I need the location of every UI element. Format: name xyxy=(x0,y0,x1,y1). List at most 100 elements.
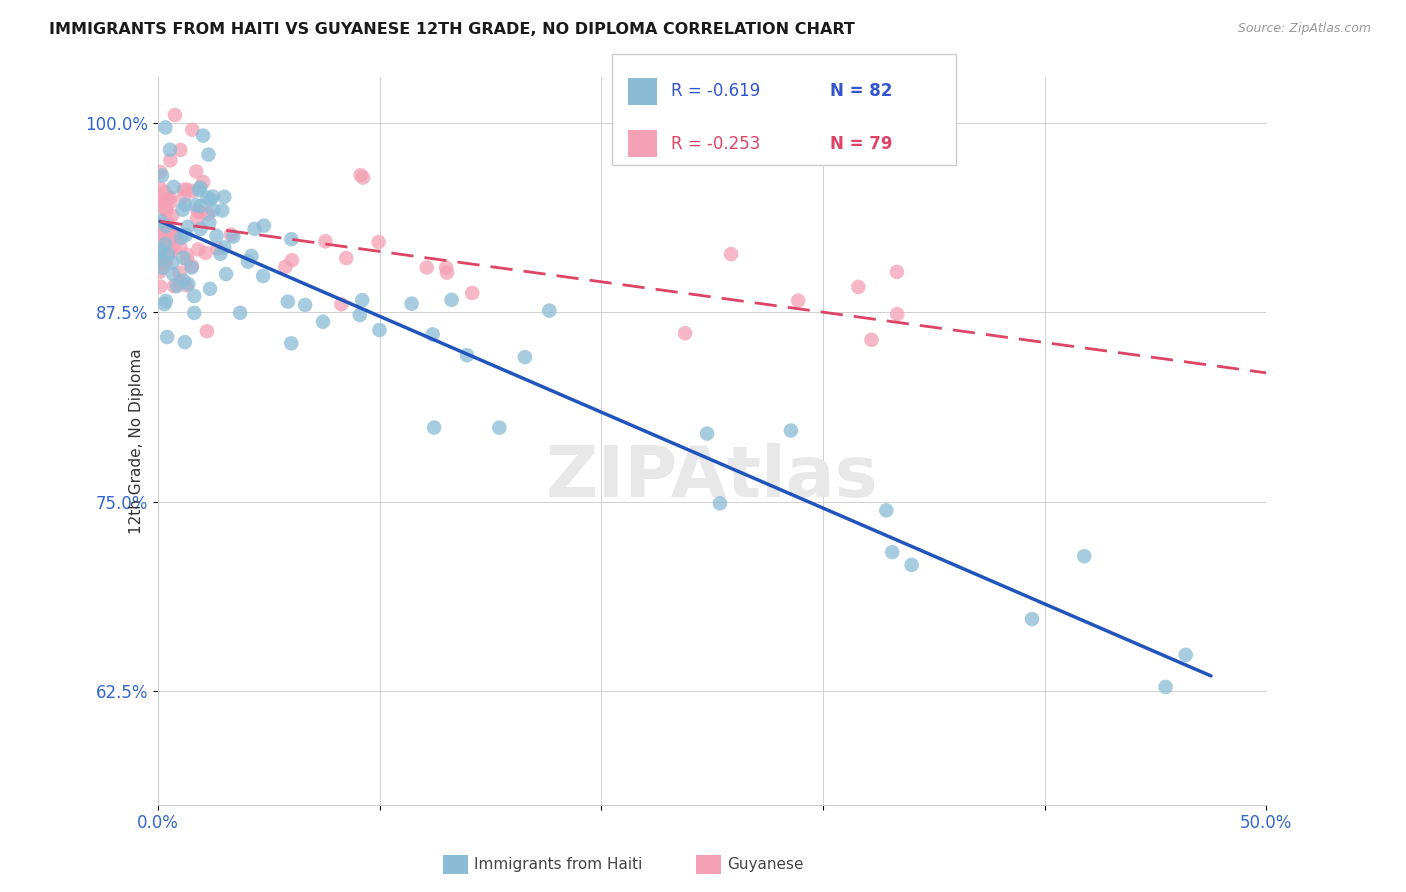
Text: Immigrants from Haiti: Immigrants from Haiti xyxy=(474,857,643,871)
Point xyxy=(184,198,207,212)
Point xyxy=(149,165,172,179)
Point xyxy=(188,199,211,213)
Point xyxy=(212,240,235,254)
Point xyxy=(155,255,177,269)
Point xyxy=(461,285,484,300)
Point xyxy=(172,202,194,217)
Point xyxy=(150,169,173,183)
Point xyxy=(214,190,236,204)
Point xyxy=(209,247,232,261)
Point xyxy=(153,252,176,267)
Point xyxy=(153,256,176,270)
Point xyxy=(253,219,276,233)
Point xyxy=(159,143,181,157)
Point xyxy=(188,205,211,219)
Point xyxy=(900,558,922,572)
Point xyxy=(229,306,252,320)
Point xyxy=(886,265,908,279)
Point xyxy=(280,336,302,351)
Point xyxy=(150,257,173,271)
Point xyxy=(152,260,174,275)
Point xyxy=(205,228,228,243)
Point xyxy=(155,202,177,216)
Point xyxy=(188,180,211,194)
Point xyxy=(422,327,444,342)
Point xyxy=(186,211,208,226)
Point xyxy=(160,209,183,223)
Point xyxy=(415,260,437,275)
Point xyxy=(159,191,181,205)
Y-axis label: 12th Grade, No Diploma: 12th Grade, No Diploma xyxy=(129,348,145,534)
Point xyxy=(163,227,186,242)
Point xyxy=(153,232,176,246)
Point xyxy=(176,252,198,267)
Point xyxy=(150,218,173,232)
Point xyxy=(201,189,224,203)
Point xyxy=(163,108,186,122)
Point xyxy=(193,175,215,189)
Point xyxy=(155,219,177,233)
Point xyxy=(401,296,423,310)
Point xyxy=(875,503,897,517)
Point xyxy=(181,259,204,273)
Point xyxy=(195,190,218,204)
Point xyxy=(152,194,174,209)
Text: ZIPAtlas: ZIPAtlas xyxy=(546,443,879,512)
Point xyxy=(191,128,214,143)
Point xyxy=(846,280,869,294)
Point xyxy=(1154,680,1177,694)
Point xyxy=(155,293,177,308)
Point xyxy=(335,251,357,265)
Point xyxy=(149,279,172,293)
Point xyxy=(187,243,209,257)
Point xyxy=(156,330,179,344)
Point xyxy=(294,298,316,312)
Point xyxy=(886,307,908,321)
Point xyxy=(181,184,204,198)
Point xyxy=(349,308,371,322)
Point xyxy=(243,222,266,236)
Text: Guyanese: Guyanese xyxy=(727,857,803,871)
Point xyxy=(169,266,191,280)
Point xyxy=(352,170,374,185)
Point xyxy=(149,181,172,195)
Point xyxy=(156,247,179,261)
Point xyxy=(860,333,883,347)
Point xyxy=(162,267,184,281)
Point xyxy=(172,251,194,265)
Point xyxy=(1174,648,1197,662)
Point xyxy=(696,426,718,441)
Point xyxy=(330,297,353,311)
Point xyxy=(155,120,177,135)
Point xyxy=(159,153,181,168)
Point xyxy=(352,293,374,308)
Point xyxy=(172,274,194,288)
Point xyxy=(183,306,205,320)
Point xyxy=(181,122,204,136)
Point xyxy=(149,265,172,279)
Point xyxy=(513,350,536,364)
Point xyxy=(236,254,259,268)
Point xyxy=(163,241,186,255)
Point xyxy=(274,260,297,274)
Point xyxy=(155,233,177,247)
Point xyxy=(207,242,229,256)
Point xyxy=(1073,549,1095,564)
Text: R = -0.619: R = -0.619 xyxy=(671,82,759,101)
Point xyxy=(176,248,198,262)
Point xyxy=(202,202,225,217)
Point xyxy=(170,230,193,244)
Point xyxy=(159,245,181,260)
Point xyxy=(173,183,195,197)
Point xyxy=(176,183,198,197)
Point xyxy=(194,246,217,260)
Point xyxy=(709,496,731,510)
Point xyxy=(153,196,176,211)
Point xyxy=(281,253,304,268)
Point xyxy=(488,420,510,434)
Point xyxy=(222,229,245,244)
Point xyxy=(166,279,188,293)
Point xyxy=(349,168,371,182)
Point xyxy=(155,203,177,218)
Point xyxy=(538,303,561,318)
